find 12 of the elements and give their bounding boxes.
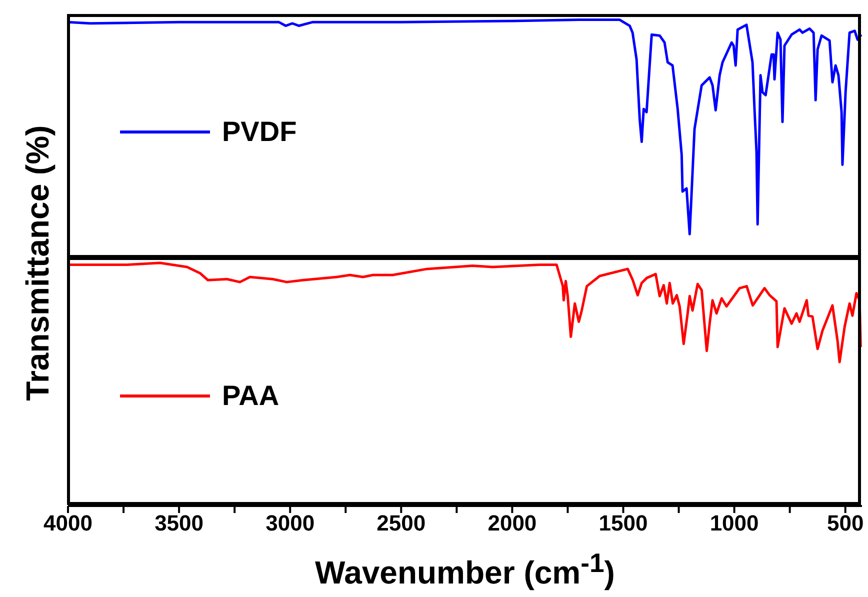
x-tick-label: 500 [826,510,864,536]
x-tick-label: 3500 [154,510,204,536]
x-tick-label: 2000 [488,510,537,536]
legend-label: PVDF [222,116,297,148]
x-tick-label: 3000 [266,510,315,536]
x-tick-label: 1000 [710,510,759,536]
y-axis-title: Transmittance (%) [20,125,56,401]
x-tick-label: 1500 [598,510,648,536]
legend-label: PAA [222,380,280,412]
x-tick-label: 2500 [376,510,426,536]
x-tick-label: 4000 [44,510,92,536]
x-axis-title: Wavenumber (cm$^{-1}$) [314,548,616,592]
